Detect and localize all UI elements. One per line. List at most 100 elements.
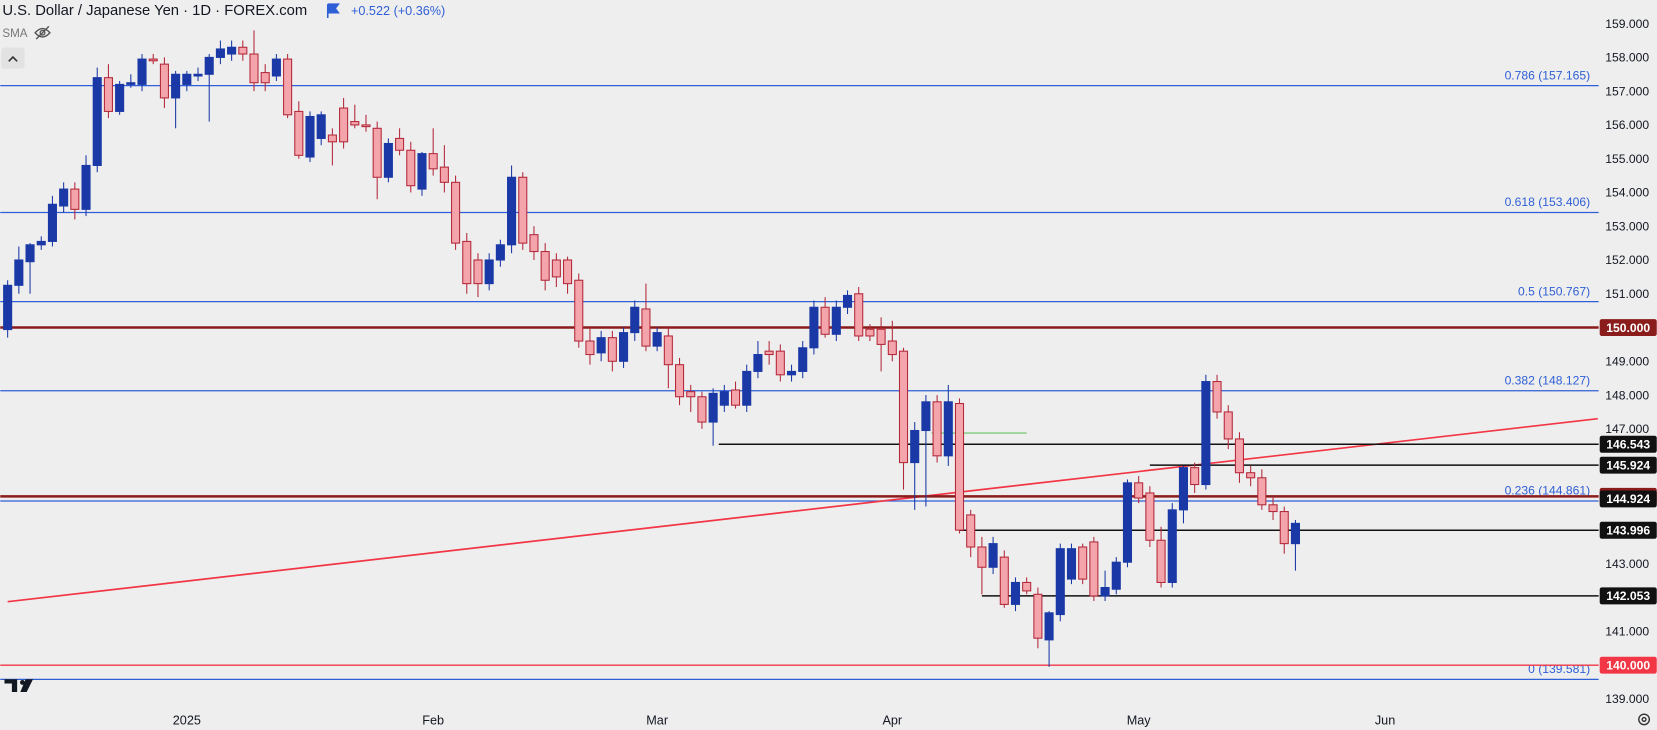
candle-body xyxy=(876,328,886,345)
indicator-label[interactable]: SMA xyxy=(2,27,27,40)
candle-body xyxy=(1268,504,1278,513)
candle-body xyxy=(540,251,550,281)
fib-label: 0.382 (148.127) xyxy=(1505,373,1591,387)
candle-body xyxy=(1178,467,1189,511)
candle-body xyxy=(619,332,629,362)
candle-body xyxy=(507,176,517,246)
candle-body xyxy=(159,63,169,99)
candle-body xyxy=(932,401,942,457)
candle-body xyxy=(854,293,864,337)
candle-body xyxy=(14,259,24,286)
y-tick-label: 157.000 xyxy=(1605,84,1649,98)
candle-body xyxy=(193,73,203,77)
y-tick-label: 156.000 xyxy=(1605,118,1649,132)
candle-body xyxy=(182,73,192,85)
settings-icon[interactable] xyxy=(1638,713,1651,726)
candle-body xyxy=(663,335,673,366)
price-tag xyxy=(1599,490,1657,508)
price-tag xyxy=(1599,456,1657,474)
candle-body xyxy=(484,259,494,285)
candle-body xyxy=(495,244,505,261)
candle-body xyxy=(596,337,606,354)
tv-logo xyxy=(4,679,34,692)
fib-label: 0.786 (157.165) xyxy=(1505,68,1591,82)
candle-body xyxy=(1055,548,1065,616)
candle-body xyxy=(1257,477,1267,506)
eye-hidden-icon[interactable] xyxy=(34,25,51,40)
candle-body xyxy=(831,306,841,335)
candle-body xyxy=(350,121,360,126)
candle-body xyxy=(988,543,998,568)
candle-body xyxy=(126,82,136,85)
price-tag-label: 143.996 xyxy=(1606,523,1650,537)
candle-body xyxy=(361,124,371,128)
collapse-button[interactable] xyxy=(1,47,25,69)
candle-body xyxy=(910,429,920,464)
candle-body xyxy=(1234,438,1244,474)
fib-label: 0.236 (144.861) xyxy=(1505,484,1591,498)
candle-body xyxy=(473,259,483,285)
candle-body xyxy=(1044,612,1054,641)
y-tick-label: 151.000 xyxy=(1605,287,1649,301)
price-tag-label: 145.924 xyxy=(1606,458,1650,472)
candle-body xyxy=(607,337,617,362)
y-tick-label: 159.000 xyxy=(1605,17,1649,31)
candle-body xyxy=(966,514,976,548)
candle-body xyxy=(943,401,953,457)
candle-body xyxy=(81,164,91,210)
candle-body xyxy=(898,350,909,464)
x-tick-label: Feb xyxy=(422,714,444,728)
trend-line xyxy=(7,417,1598,603)
y-tick-label: 147.000 xyxy=(1605,422,1649,436)
candle-body xyxy=(271,58,281,77)
candle-body xyxy=(1201,381,1211,486)
candle-body xyxy=(529,234,539,253)
candle-body xyxy=(316,114,326,139)
candle-body xyxy=(462,240,472,285)
candle-body xyxy=(954,402,965,531)
candle-body xyxy=(1145,492,1155,541)
candle-body xyxy=(3,284,13,331)
candle-body xyxy=(294,110,304,156)
candle-body xyxy=(417,153,427,190)
candle-body xyxy=(887,340,897,356)
candle-body xyxy=(775,350,785,376)
candle-body xyxy=(305,115,315,158)
candle-body xyxy=(842,294,853,308)
y-tick-label: 155.000 xyxy=(1605,152,1649,166)
y-tick-label: 148.000 xyxy=(1605,388,1649,402)
candle-body xyxy=(674,364,685,398)
x-tick-label: Jun xyxy=(1375,714,1395,728)
candle-body xyxy=(406,149,416,187)
candle-body xyxy=(25,244,35,263)
candle-body xyxy=(574,279,584,342)
flag-icon[interactable] xyxy=(326,3,340,18)
candle-body xyxy=(764,350,774,356)
candle-body xyxy=(115,83,125,112)
candle-body xyxy=(1100,586,1110,597)
candle-body xyxy=(1033,593,1043,639)
candle-body xyxy=(428,153,438,170)
x-tick-label: 2025 xyxy=(173,714,201,728)
x-tick-label: Apr xyxy=(882,714,902,728)
y-tick-label: 139.000 xyxy=(1605,692,1649,706)
candle-body xyxy=(36,240,46,246)
price-tag-label: 140.000 xyxy=(1606,658,1650,672)
candle-body xyxy=(137,58,147,85)
candle-body xyxy=(1156,539,1166,583)
candle-body xyxy=(439,166,449,183)
candle-body xyxy=(518,176,528,244)
candle-body xyxy=(70,188,80,210)
candle-body xyxy=(249,53,259,84)
candle-body xyxy=(327,134,337,143)
x-tick-label: May xyxy=(1127,714,1152,728)
candle-body xyxy=(1167,509,1177,583)
candle-body xyxy=(339,107,349,143)
candle-body xyxy=(630,306,640,334)
candle-body xyxy=(1066,548,1077,580)
x-tick-label: Mar xyxy=(646,714,668,728)
candle-body xyxy=(551,259,561,278)
fib-label: 0.5 (150.767) xyxy=(1518,284,1590,298)
price-tag-label: 142.053 xyxy=(1606,589,1650,603)
price-change: +0.522 (+0.36%) xyxy=(351,4,445,18)
